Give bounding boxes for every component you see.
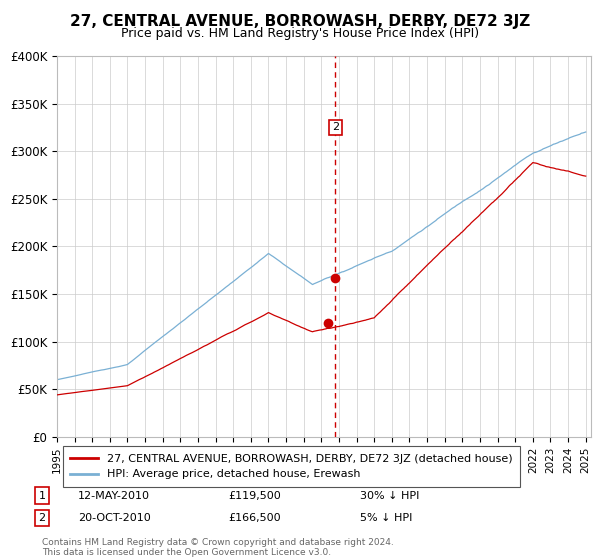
Text: 12-MAY-2010: 12-MAY-2010 — [78, 491, 150, 501]
Text: 1: 1 — [38, 491, 46, 501]
Text: 27, CENTRAL AVENUE, BORROWASH, DERBY, DE72 3JZ: 27, CENTRAL AVENUE, BORROWASH, DERBY, DE… — [70, 14, 530, 29]
Legend: 27, CENTRAL AVENUE, BORROWASH, DERBY, DE72 3JZ (detached house), HPI: Average pr: 27, CENTRAL AVENUE, BORROWASH, DERBY, DE… — [62, 446, 520, 487]
Text: 30% ↓ HPI: 30% ↓ HPI — [360, 491, 419, 501]
Text: Price paid vs. HM Land Registry's House Price Index (HPI): Price paid vs. HM Land Registry's House … — [121, 27, 479, 40]
Text: Contains HM Land Registry data © Crown copyright and database right 2024.
This d: Contains HM Land Registry data © Crown c… — [42, 538, 394, 557]
Text: £166,500: £166,500 — [228, 513, 281, 523]
Text: 20-OCT-2010: 20-OCT-2010 — [78, 513, 151, 523]
Text: 2: 2 — [38, 513, 46, 523]
Text: 2: 2 — [332, 123, 339, 132]
Text: £119,500: £119,500 — [228, 491, 281, 501]
Text: 5% ↓ HPI: 5% ↓ HPI — [360, 513, 412, 523]
